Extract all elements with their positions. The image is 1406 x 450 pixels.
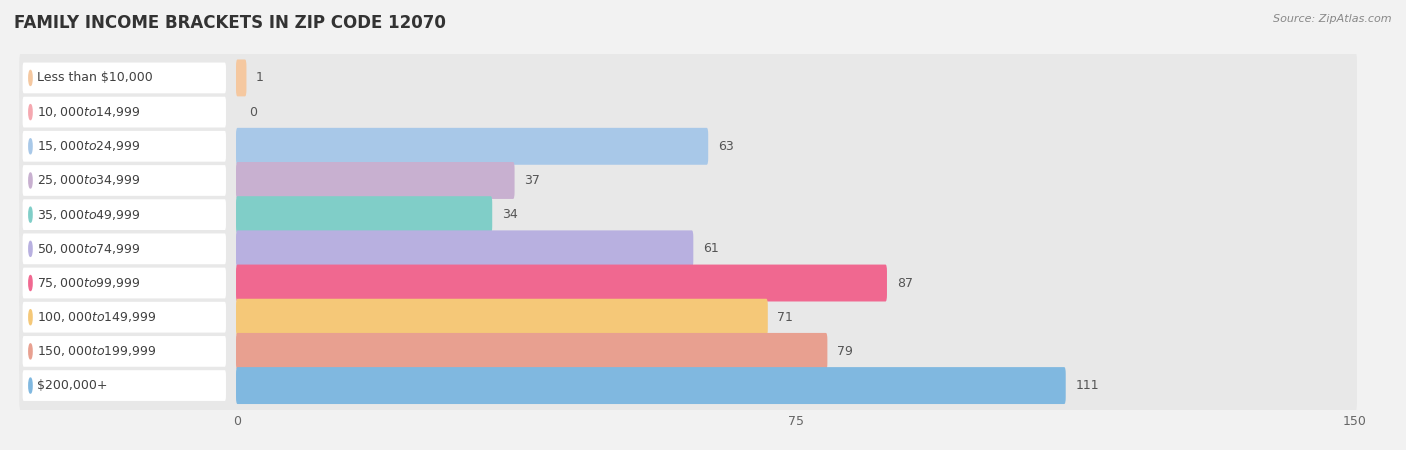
FancyBboxPatch shape <box>22 199 226 230</box>
Text: 34: 34 <box>502 208 517 221</box>
Text: $25,000 to $34,999: $25,000 to $34,999 <box>37 174 141 188</box>
FancyBboxPatch shape <box>20 86 1357 138</box>
Circle shape <box>28 344 32 359</box>
FancyBboxPatch shape <box>236 265 887 302</box>
FancyBboxPatch shape <box>22 336 226 367</box>
FancyBboxPatch shape <box>22 63 226 93</box>
FancyBboxPatch shape <box>236 299 768 336</box>
Circle shape <box>28 173 32 188</box>
Text: 0: 0 <box>249 106 257 119</box>
Text: $35,000 to $49,999: $35,000 to $49,999 <box>37 207 141 222</box>
Text: FAMILY INCOME BRACKETS IN ZIP CODE 12070: FAMILY INCOME BRACKETS IN ZIP CODE 12070 <box>14 14 446 32</box>
FancyBboxPatch shape <box>236 367 1066 404</box>
FancyBboxPatch shape <box>22 268 226 298</box>
Text: Less than $10,000: Less than $10,000 <box>37 72 153 85</box>
Circle shape <box>28 139 32 154</box>
Text: 71: 71 <box>778 310 793 324</box>
FancyBboxPatch shape <box>20 154 1357 207</box>
Text: $100,000 to $149,999: $100,000 to $149,999 <box>37 310 156 324</box>
FancyBboxPatch shape <box>20 189 1357 241</box>
FancyBboxPatch shape <box>20 291 1357 343</box>
Circle shape <box>28 104 32 120</box>
FancyBboxPatch shape <box>20 223 1357 275</box>
Text: 37: 37 <box>524 174 540 187</box>
Circle shape <box>28 378 32 393</box>
Text: 61: 61 <box>703 243 718 255</box>
Text: $50,000 to $74,999: $50,000 to $74,999 <box>37 242 141 256</box>
FancyBboxPatch shape <box>236 59 246 96</box>
Circle shape <box>28 310 32 325</box>
FancyBboxPatch shape <box>22 131 226 162</box>
Text: $150,000 to $199,999: $150,000 to $199,999 <box>37 344 156 358</box>
FancyBboxPatch shape <box>236 196 492 233</box>
FancyBboxPatch shape <box>20 52 1357 104</box>
Text: 87: 87 <box>897 276 912 289</box>
FancyBboxPatch shape <box>236 230 693 267</box>
Text: $15,000 to $24,999: $15,000 to $24,999 <box>37 140 141 153</box>
Text: Source: ZipAtlas.com: Source: ZipAtlas.com <box>1274 14 1392 23</box>
FancyBboxPatch shape <box>236 333 827 370</box>
FancyBboxPatch shape <box>22 165 226 196</box>
Text: $200,000+: $200,000+ <box>37 379 108 392</box>
FancyBboxPatch shape <box>20 325 1357 378</box>
FancyBboxPatch shape <box>22 370 226 401</box>
FancyBboxPatch shape <box>22 97 226 127</box>
FancyBboxPatch shape <box>22 302 226 333</box>
Text: 111: 111 <box>1076 379 1099 392</box>
FancyBboxPatch shape <box>20 360 1357 412</box>
FancyBboxPatch shape <box>22 234 226 264</box>
FancyBboxPatch shape <box>20 120 1357 172</box>
Text: 63: 63 <box>718 140 734 153</box>
Text: $75,000 to $99,999: $75,000 to $99,999 <box>37 276 141 290</box>
Circle shape <box>28 241 32 256</box>
Circle shape <box>28 70 32 86</box>
FancyBboxPatch shape <box>236 162 515 199</box>
FancyBboxPatch shape <box>20 257 1357 309</box>
Text: $10,000 to $14,999: $10,000 to $14,999 <box>37 105 141 119</box>
Text: 1: 1 <box>256 72 264 85</box>
Circle shape <box>28 207 32 222</box>
FancyBboxPatch shape <box>236 128 709 165</box>
Text: 79: 79 <box>837 345 853 358</box>
Circle shape <box>28 275 32 291</box>
